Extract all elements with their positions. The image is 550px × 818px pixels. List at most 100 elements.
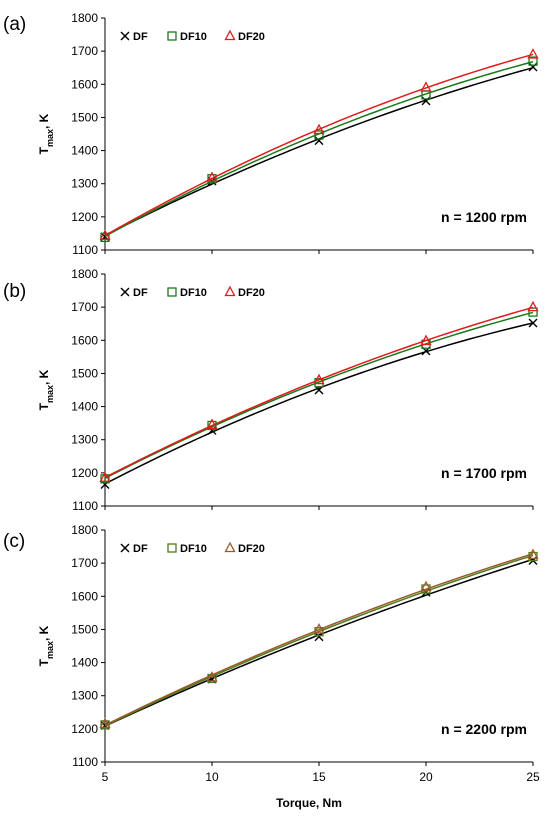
trendline-df xyxy=(104,558,534,727)
x-tick-label: 25 xyxy=(526,770,540,784)
legend-marker-df xyxy=(120,543,130,553)
y-axis-label-sub: max xyxy=(45,385,55,403)
trendline-df xyxy=(104,322,534,485)
data-point-df20 xyxy=(99,717,111,729)
data-point-df20 xyxy=(527,48,539,59)
y-tick-label: 1800 xyxy=(71,523,98,537)
legend-label-df10: DF10 xyxy=(180,31,207,43)
series-df20 xyxy=(99,300,539,482)
data-point-df10 xyxy=(100,720,110,730)
data-point-df20 xyxy=(313,123,325,135)
legend-marker-df10 xyxy=(167,287,177,297)
data-point-df20 xyxy=(420,580,432,592)
legend-item-df20: DF20 xyxy=(224,285,265,299)
data-point-df10 xyxy=(207,420,217,431)
data-point-df xyxy=(528,62,538,72)
chart-panel-3: (c) 1100 1200 1300 1400 1500 1600 1700 1800 5 10 15… xyxy=(3,523,540,810)
trendline-df20 xyxy=(104,53,534,237)
data-point-df20 xyxy=(420,81,432,92)
marker-stroke xyxy=(528,62,538,72)
marker-stroke xyxy=(120,543,130,553)
legend-marker-df xyxy=(120,287,130,297)
legend-item-df: DF xyxy=(120,287,148,299)
legend-marker-df10 xyxy=(167,543,177,553)
trendline-df20 xyxy=(104,306,534,479)
legend: DF DF10 DF20 xyxy=(120,29,265,43)
y-axis-label-unit: , K xyxy=(37,369,51,385)
x-axis-label: Torque, Nm xyxy=(276,796,342,810)
marker-stroke xyxy=(421,96,431,106)
y-tick-label: 1300 xyxy=(71,689,98,703)
y-axis-label-main: T xyxy=(37,402,51,410)
data-point-df20 xyxy=(313,373,325,385)
legend-marker-df20 xyxy=(224,285,236,297)
y-tick-label: 1800 xyxy=(71,267,98,281)
y-axis-label-main: T xyxy=(37,658,51,666)
y-axis-label-unit: , K xyxy=(37,113,51,129)
data-point-df20 xyxy=(206,171,218,182)
legend-item-df10: DF10 xyxy=(167,31,207,43)
chart-panel-1: (a) 1100 1200 1300 1400 1500 1600 1700 1800 Tmax,… xyxy=(3,11,539,257)
legend-marker-df xyxy=(120,31,130,41)
y-axis-label: Tmax, K xyxy=(37,113,55,154)
legend-label-df20: DF20 xyxy=(238,31,265,43)
x-tick-label: 5 xyxy=(102,770,109,784)
marker-stroke xyxy=(314,136,324,146)
legend-label-df10: DF10 xyxy=(180,543,207,555)
x-tick-label: 15 xyxy=(312,770,326,784)
y-tick-label: 1100 xyxy=(72,755,98,769)
y-tick-label: 1800 xyxy=(71,11,98,25)
y-tick-label: 1700 xyxy=(71,300,98,314)
panel-label: (b) xyxy=(3,281,26,302)
y-tick-label: 1200 xyxy=(71,210,98,224)
y-axis-label: Tmax, K xyxy=(37,369,55,410)
legend-label-df20: DF20 xyxy=(238,543,265,555)
legend-item-df: DF xyxy=(120,543,148,555)
panel-label: (c) xyxy=(3,531,25,552)
trendline-df10 xyxy=(104,554,534,727)
legend-item-df20: DF20 xyxy=(224,541,265,555)
y-tick-label: 1400 xyxy=(71,144,98,158)
data-point-df20 xyxy=(527,300,539,312)
y-tick-label: 1700 xyxy=(71,556,98,570)
series-df xyxy=(100,318,538,489)
x-tick-label: 20 xyxy=(419,770,433,784)
y-tick-label: 1700 xyxy=(71,44,98,58)
data-point-df20 xyxy=(99,471,111,482)
y-tick-label: 1500 xyxy=(71,366,98,380)
series-df10 xyxy=(100,551,538,730)
y-tick-label: 1500 xyxy=(71,110,98,124)
y-tick-label: 1400 xyxy=(71,656,98,670)
data-point-df xyxy=(314,136,324,146)
legend-item-df20: DF20 xyxy=(224,29,265,43)
rpm-annotation: n = 1200 rpm xyxy=(441,209,527,225)
legend-marker-df20 xyxy=(224,541,236,553)
data-point-df20 xyxy=(206,671,218,682)
y-tick-label: 1200 xyxy=(71,466,98,480)
y-tick-label: 1300 xyxy=(71,433,98,447)
legend-label-df20: DF20 xyxy=(238,287,265,299)
data-point-df20 xyxy=(206,418,218,429)
legend-item-df: DF xyxy=(120,31,148,43)
y-axis-label-unit: , K xyxy=(37,625,51,641)
y-tick-label: 1500 xyxy=(71,622,98,636)
rpm-annotation: n = 2200 rpm xyxy=(441,721,527,737)
legend-label-df: DF xyxy=(133,287,148,299)
data-point-df20 xyxy=(527,548,539,560)
marker-stroke xyxy=(120,287,130,297)
marker-stroke xyxy=(120,31,130,41)
marker-stroke xyxy=(314,632,324,642)
y-tick-label: 1300 xyxy=(71,177,98,191)
data-point-df10 xyxy=(314,130,324,140)
series-df10 xyxy=(100,307,538,484)
data-point-df10 xyxy=(528,56,538,66)
legend: DF DF10 DF20 xyxy=(120,285,265,299)
x-tick-label: 10 xyxy=(205,770,219,784)
legend: DF DF10 DF20 xyxy=(120,541,265,555)
data-point-df xyxy=(421,96,431,106)
y-tick-label: 1600 xyxy=(71,333,98,347)
data-point-df20 xyxy=(99,229,111,240)
panel-label: (a) xyxy=(3,14,26,35)
legend-marker-df10 xyxy=(167,31,177,41)
